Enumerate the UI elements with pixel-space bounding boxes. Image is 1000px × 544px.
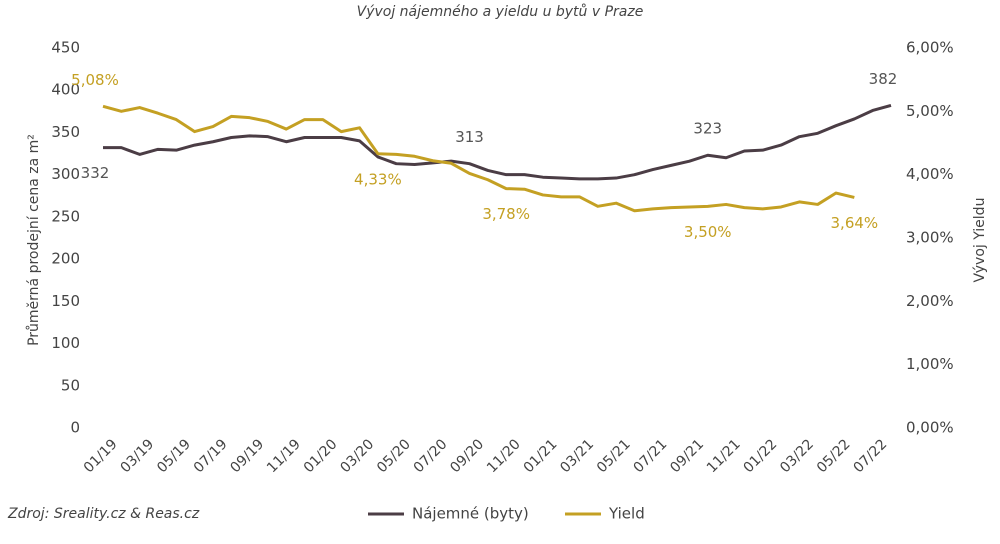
chart-title: Vývoj nájemného a yieldu u bytů v Praze bbox=[357, 4, 644, 20]
y-tick-label: 400 bbox=[51, 81, 80, 99]
x-tick-label: 05/19 bbox=[154, 436, 194, 476]
x-tick-label: 05/20 bbox=[374, 436, 414, 476]
legend-label: Nájemné (byty) bbox=[412, 505, 529, 523]
x-tick-label: 07/22 bbox=[850, 436, 890, 476]
data-label: 382 bbox=[869, 70, 898, 88]
x-tick-label: 11/21 bbox=[704, 436, 744, 476]
x-tick-label: 07/21 bbox=[631, 436, 671, 476]
y-tick-label: 350 bbox=[51, 123, 80, 141]
x-tick-label: 05/22 bbox=[814, 436, 854, 476]
x-tick-label: 09/19 bbox=[227, 436, 267, 476]
data-label: 3,78% bbox=[482, 205, 530, 223]
x-tick-label: 01/21 bbox=[521, 436, 561, 476]
x-tick-label: 03/21 bbox=[557, 436, 597, 476]
y-tick-label: 150 bbox=[51, 292, 80, 310]
y2-tick-label: 6,00% bbox=[906, 39, 954, 57]
y-tick-label: 450 bbox=[51, 39, 80, 57]
y2-tick-label: 1,00% bbox=[906, 355, 954, 373]
x-tick-label: 03/20 bbox=[337, 436, 377, 476]
source: Zdroj: Sreality.cz & Reas.cz bbox=[7, 506, 200, 522]
y-tick-label: 50 bbox=[61, 376, 80, 394]
x-tick-label: 07/19 bbox=[191, 436, 231, 476]
x-tick-label: 09/21 bbox=[667, 436, 707, 476]
x-tick-label: 11/19 bbox=[264, 436, 304, 476]
series-line bbox=[103, 103, 892, 181]
data-label: 3,64% bbox=[831, 214, 879, 232]
y2-tick-label: 2,00% bbox=[906, 292, 954, 310]
legend-label: Yield bbox=[608, 505, 645, 523]
x-tick-label: 09/20 bbox=[447, 436, 487, 476]
y-tick-label: 300 bbox=[51, 165, 80, 183]
x-tick-label: 01/20 bbox=[301, 436, 341, 476]
x-tick-label: 05/21 bbox=[594, 436, 634, 476]
x-tick-label: 11/20 bbox=[484, 436, 524, 476]
data-label: 5,08% bbox=[71, 71, 119, 89]
y2-tick-label: 4,00% bbox=[906, 165, 954, 183]
y2-tick-label: 5,00% bbox=[906, 102, 954, 120]
x-tick-label: 01/22 bbox=[741, 436, 781, 476]
y2-tick-label: 3,00% bbox=[906, 229, 954, 247]
x-tick-label: 07/20 bbox=[411, 436, 451, 476]
y-tick-label: 200 bbox=[51, 250, 80, 268]
y2-axis-label: Vývoj Yieldu bbox=[972, 198, 988, 283]
y-tick-label: 250 bbox=[51, 207, 80, 225]
data-label: 3,50% bbox=[684, 223, 732, 241]
y-axis-label: Průměrná prodejní cena za m² bbox=[26, 134, 42, 346]
data-label: 313 bbox=[455, 128, 484, 146]
data-label: 323 bbox=[693, 120, 722, 138]
y2-tick-label: 0,00% bbox=[906, 419, 954, 437]
x-tick-label: 03/22 bbox=[777, 436, 817, 476]
data-label: 332 bbox=[81, 164, 110, 182]
series-line bbox=[102, 104, 855, 213]
x-tick-label: 03/19 bbox=[117, 436, 157, 476]
y-tick-label: 0 bbox=[70, 419, 80, 437]
y-tick-label: 100 bbox=[51, 334, 80, 352]
x-tick-label: 01/19 bbox=[81, 436, 121, 476]
data-label: 4,33% bbox=[354, 170, 402, 188]
